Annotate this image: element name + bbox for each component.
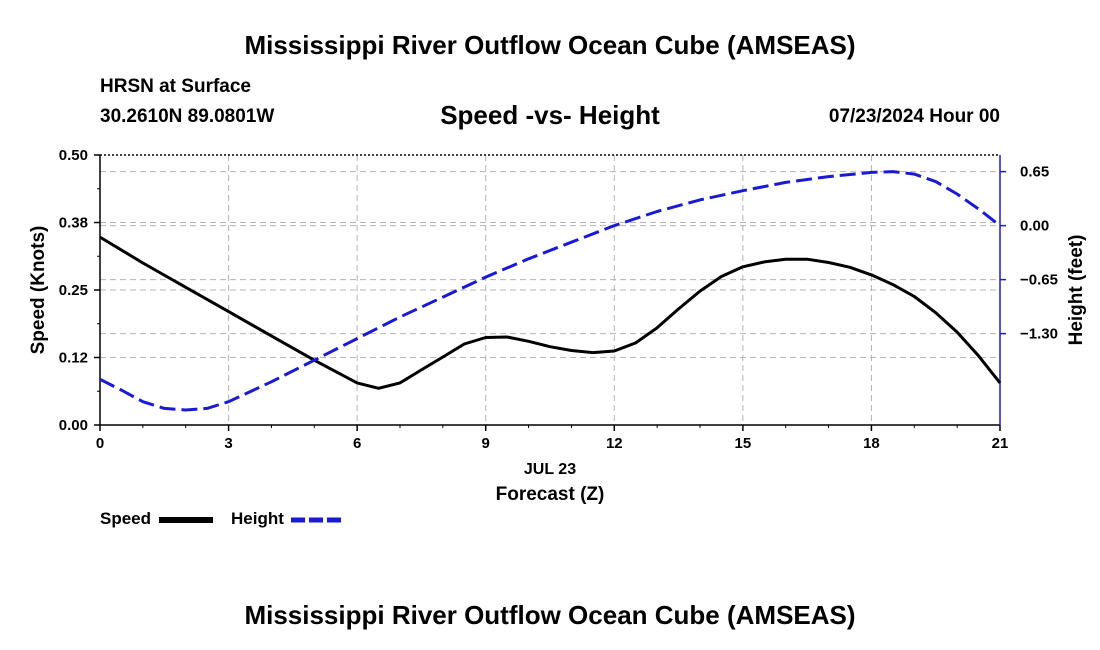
x-tick-label: 18: [863, 435, 880, 452]
x-tick-label: 21: [992, 435, 1009, 452]
x-tick-label: 3: [224, 435, 232, 452]
station-label: HRSN at Surface: [100, 76, 251, 97]
y-left-tick-label: 0.00: [59, 417, 88, 434]
y-left-tick-label: 0.12: [59, 350, 88, 367]
y-right-tick-label: −1.30: [1020, 326, 1058, 343]
grid-layer: [100, 155, 1000, 425]
y-right-tick-label: 0.00: [1020, 218, 1049, 235]
y-left-tick-label: 0.25: [59, 282, 88, 299]
x-tick-label: 9: [482, 435, 490, 452]
x-date-label: JUL 23: [524, 461, 576, 478]
x-tick-label: 12: [606, 435, 623, 452]
labels-layer: 0 3 6 9 12 15 18 21 0.00 0.12 0.25 0.38 0.50 −1.30 −0.…: [28, 147, 1087, 505]
series-line-speed: [99, 235, 1002, 390]
y-left-tick-label: 0.50: [59, 147, 88, 164]
y-right-tick-label: −0.65: [1020, 272, 1058, 289]
footer-title: Mississippi River Outflow Ocean Cube (AM…: [244, 600, 856, 630]
legend-speed-swatch: [159, 517, 213, 523]
legend-height-label: Height: [231, 509, 284, 528]
x-axis-title: Forecast (Z): [496, 484, 605, 505]
y-right-tick-label: 0.65: [1020, 164, 1049, 181]
axes-layer: [94, 154, 1006, 431]
legend-speed-label: Speed: [100, 509, 152, 528]
page-title: Mississippi River Outflow Ocean Cube (AM…: [244, 30, 856, 60]
legend-height-swatch: [291, 517, 343, 523]
y-axis-left-title: Speed (Knots): [28, 226, 49, 355]
forecast-date: 07/23/2024 Hour 00: [828, 106, 1000, 127]
x-tick-label: 6: [353, 435, 361, 452]
station-coords: 30.2610N 89.0801W: [100, 106, 275, 127]
series-line-height: [99, 170, 1001, 412]
x-tick-label: 0: [96, 435, 104, 452]
series-layer: [99, 170, 1002, 412]
y-axis-right-title: Height (feet): [1066, 235, 1087, 346]
y-left-tick-label: 0.38: [59, 215, 88, 232]
chart-subtitle: Speed -vs- Height: [440, 100, 660, 130]
x-tick-label: 15: [735, 435, 752, 452]
